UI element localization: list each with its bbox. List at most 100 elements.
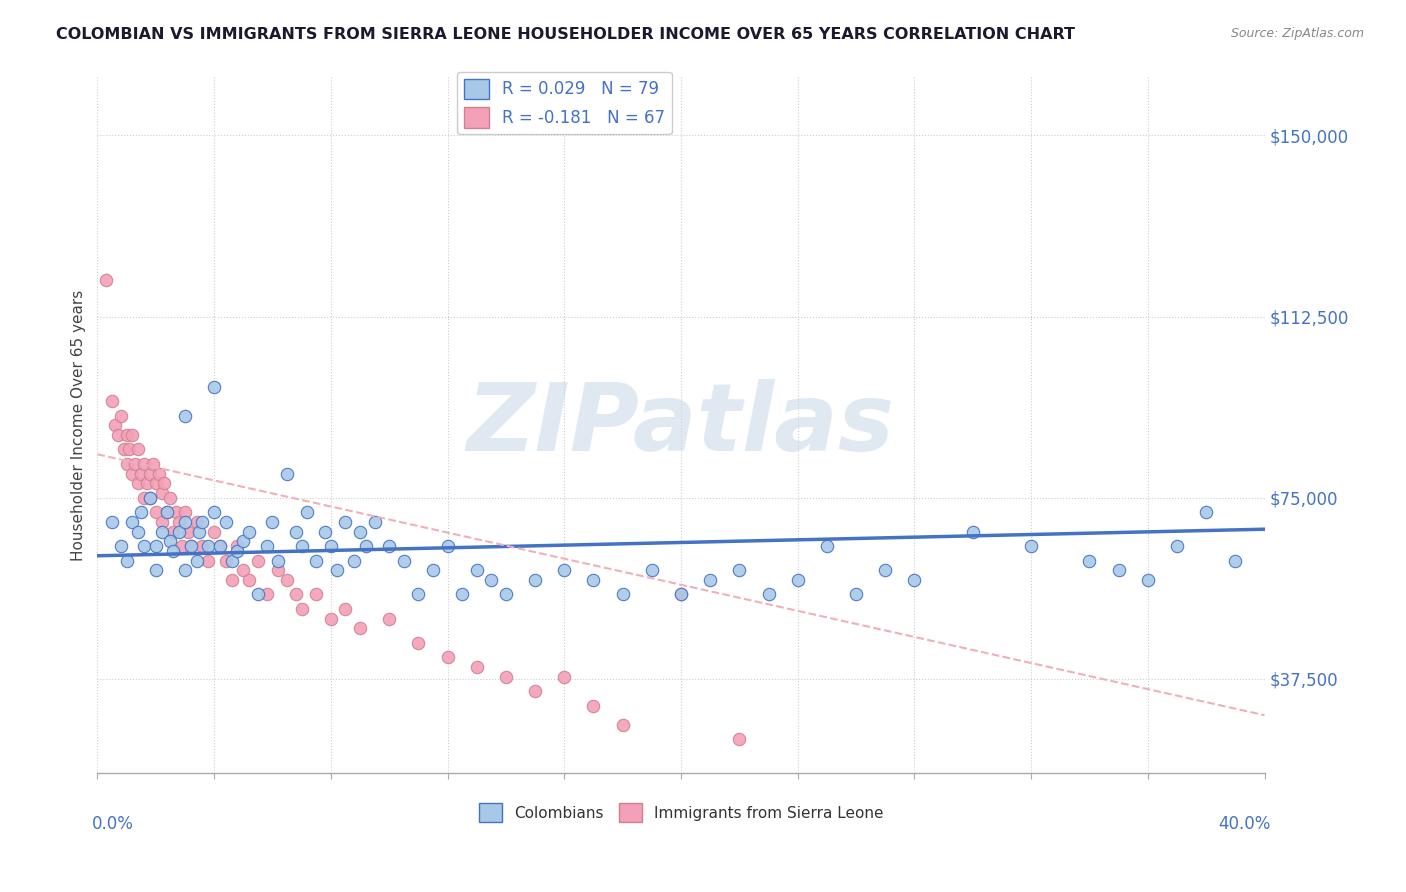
Point bbox=[121, 467, 143, 481]
Point bbox=[127, 524, 149, 539]
Point bbox=[127, 476, 149, 491]
Point bbox=[1136, 573, 1159, 587]
Point bbox=[118, 442, 141, 457]
Point bbox=[246, 587, 269, 601]
Point bbox=[215, 515, 238, 529]
Point bbox=[349, 524, 371, 539]
Y-axis label: Householder Income Over 65 years: Householder Income Over 65 years bbox=[72, 290, 86, 561]
Point bbox=[186, 515, 208, 529]
Point bbox=[246, 553, 269, 567]
Point bbox=[132, 457, 155, 471]
Point bbox=[669, 587, 692, 601]
Point bbox=[612, 718, 634, 732]
Point bbox=[553, 669, 575, 683]
Point bbox=[110, 539, 132, 553]
Point bbox=[582, 698, 605, 713]
Point bbox=[148, 467, 170, 481]
Point bbox=[815, 539, 838, 553]
Point bbox=[136, 476, 159, 491]
Point bbox=[165, 505, 187, 519]
Point bbox=[191, 539, 214, 553]
Point bbox=[314, 524, 336, 539]
Point bbox=[156, 505, 179, 519]
Point bbox=[669, 587, 692, 601]
Text: 40.0%: 40.0% bbox=[1218, 815, 1271, 833]
Point bbox=[1166, 539, 1188, 553]
Point bbox=[174, 505, 197, 519]
Point bbox=[121, 515, 143, 529]
Point bbox=[145, 505, 167, 519]
Point bbox=[221, 553, 243, 567]
Point bbox=[319, 611, 342, 625]
Point bbox=[162, 524, 184, 539]
Point bbox=[305, 553, 328, 567]
Point bbox=[150, 486, 173, 500]
Point bbox=[291, 539, 314, 553]
Point bbox=[479, 573, 502, 587]
Point bbox=[167, 524, 190, 539]
Point bbox=[451, 587, 474, 601]
Point bbox=[145, 476, 167, 491]
Point bbox=[170, 539, 193, 553]
Point bbox=[129, 467, 152, 481]
Point bbox=[465, 563, 488, 577]
Point bbox=[232, 534, 254, 549]
Point bbox=[115, 428, 138, 442]
Point bbox=[142, 457, 165, 471]
Point bbox=[758, 587, 780, 601]
Point bbox=[612, 587, 634, 601]
Point bbox=[202, 379, 225, 393]
Point bbox=[319, 539, 342, 553]
Point bbox=[267, 563, 290, 577]
Point bbox=[786, 573, 808, 587]
Point bbox=[159, 534, 181, 549]
Point bbox=[256, 539, 278, 553]
Point bbox=[284, 587, 307, 601]
Point bbox=[174, 515, 197, 529]
Point bbox=[256, 587, 278, 601]
Point bbox=[297, 505, 319, 519]
Point bbox=[267, 553, 290, 567]
Point bbox=[276, 573, 298, 587]
Point bbox=[524, 684, 547, 698]
Point bbox=[291, 602, 314, 616]
Point bbox=[112, 442, 135, 457]
Point bbox=[1078, 553, 1101, 567]
Point bbox=[392, 553, 415, 567]
Point bbox=[115, 553, 138, 567]
Point bbox=[129, 505, 152, 519]
Point bbox=[215, 553, 238, 567]
Point bbox=[94, 273, 117, 287]
Point bbox=[495, 669, 517, 683]
Text: COLOMBIAN VS IMMIGRANTS FROM SIERRA LEONE HOUSEHOLDER INCOME OVER 65 YEARS CORRE: COLOMBIAN VS IMMIGRANTS FROM SIERRA LEON… bbox=[56, 27, 1076, 42]
Point bbox=[335, 515, 357, 529]
Point bbox=[408, 636, 430, 650]
Point bbox=[159, 491, 181, 505]
Point bbox=[145, 539, 167, 553]
Point bbox=[197, 553, 219, 567]
Point bbox=[145, 563, 167, 577]
Point bbox=[150, 524, 173, 539]
Point bbox=[127, 442, 149, 457]
Point bbox=[465, 660, 488, 674]
Point bbox=[408, 587, 430, 601]
Point bbox=[553, 563, 575, 577]
Point bbox=[582, 573, 605, 587]
Point bbox=[186, 553, 208, 567]
Point bbox=[132, 539, 155, 553]
Point bbox=[139, 491, 162, 505]
Point bbox=[349, 621, 371, 635]
Point bbox=[875, 563, 897, 577]
Point bbox=[363, 515, 385, 529]
Point bbox=[121, 428, 143, 442]
Text: Source: ZipAtlas.com: Source: ZipAtlas.com bbox=[1230, 27, 1364, 40]
Point bbox=[262, 515, 284, 529]
Point bbox=[728, 563, 751, 577]
Point bbox=[188, 524, 211, 539]
Point bbox=[174, 409, 197, 423]
Point bbox=[139, 467, 162, 481]
Point bbox=[335, 602, 357, 616]
Point bbox=[150, 515, 173, 529]
Point bbox=[191, 515, 214, 529]
Point bbox=[177, 524, 200, 539]
